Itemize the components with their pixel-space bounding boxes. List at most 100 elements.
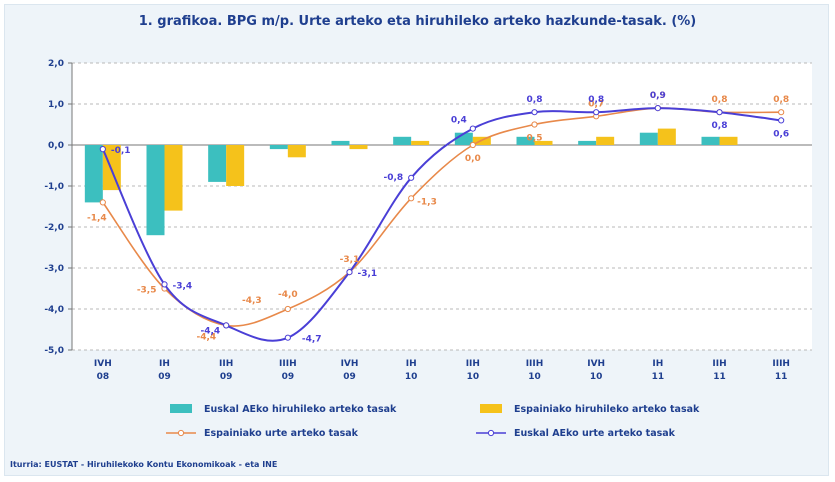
x-tick-label: IH [406, 359, 417, 369]
bar [164, 145, 183, 211]
legend-label: Euskal AEko hiruhileko arteko tasak [204, 404, 397, 415]
x-tick-label: IH [652, 359, 663, 369]
y-tick-label: 1,0 [48, 100, 64, 110]
data-label: 0,9 [650, 91, 666, 101]
line-point [531, 121, 538, 128]
chart-source: Iturria: EUSTAT - Hiruhilekoko Kontu Eko… [10, 460, 278, 469]
line-point [778, 117, 785, 124]
data-label: -4,7 [302, 335, 322, 345]
x-tick-label: 09 [343, 372, 356, 382]
bar [146, 145, 165, 236]
line-point [99, 146, 106, 153]
x-tick-label: 10 [590, 372, 603, 382]
y-tick-label: 2,0 [48, 59, 64, 69]
data-label: 0,8 [773, 95, 789, 105]
line-point [654, 105, 661, 112]
line-point [223, 322, 230, 329]
line-point [99, 199, 106, 206]
line-point [716, 109, 723, 116]
data-label: -3,1 [340, 255, 360, 265]
data-label: -1,4 [87, 213, 107, 223]
legend-label: Espainiako hiruhileko arteko tasak [514, 404, 700, 415]
bar [287, 145, 306, 158]
x-tick-label: 08 [97, 372, 110, 382]
x-tick-label: IIH [466, 359, 480, 369]
bar [534, 140, 553, 145]
data-label: -4,4 [196, 332, 216, 342]
line-point [778, 109, 785, 116]
bar [349, 145, 368, 150]
data-label: 0,8 [588, 95, 604, 105]
plot-area [72, 63, 812, 350]
line-point [469, 125, 476, 132]
bar [639, 132, 658, 145]
bar [208, 145, 227, 182]
data-label: 0,9 [650, 91, 666, 101]
x-tick-label: 10 [528, 372, 541, 382]
line-point [284, 305, 291, 313]
y-tick-label: 0,0 [48, 141, 64, 151]
bar [102, 145, 121, 191]
x-tick-label: 10 [405, 372, 418, 382]
x-tick-label: IIIH [279, 359, 297, 369]
x-tick-label: 10 [467, 372, 480, 382]
x-tick-label: 11 [652, 372, 665, 382]
data-label: 0,0 [465, 154, 481, 164]
data-label: -4,0 [278, 290, 298, 300]
bar [516, 136, 535, 145]
line-point [531, 109, 538, 116]
data-label: -0,1 [111, 146, 131, 156]
bar [226, 145, 245, 186]
line-point [161, 281, 168, 288]
data-label: -1,3 [417, 197, 437, 207]
bar [331, 140, 350, 145]
data-label: 0,7 [588, 99, 604, 109]
bar [701, 136, 720, 145]
legend-label: Euskal AEko urte arteko tasak [514, 428, 676, 439]
data-label: 0,4 [451, 116, 467, 126]
bar [411, 140, 430, 145]
y-tick-label: -5,0 [44, 346, 64, 356]
data-label: 0,8 [527, 95, 543, 105]
y-tick-label: -1,0 [44, 182, 64, 192]
line-point [469, 141, 476, 149]
data-label: -3,4 [173, 281, 193, 291]
data-label: 0,8 [712, 95, 728, 105]
chart-title: 1. grafikoa. BPG m/p. Urte arteko eta hi… [138, 14, 697, 29]
data-label: -4,3 [242, 296, 262, 306]
x-tick-label: 09 [282, 372, 295, 382]
x-tick-label: IH [159, 359, 170, 369]
legend-swatch [480, 404, 502, 413]
line-point [346, 269, 353, 276]
line-point [593, 109, 600, 116]
x-tick-label: 09 [158, 372, 171, 382]
bar [393, 136, 412, 145]
x-tick-label: 11 [713, 372, 726, 382]
x-tick-label: IIIH [526, 359, 544, 369]
x-tick-label: 09 [220, 372, 233, 382]
legend-label: Espainiako urte arteko tasak [204, 428, 359, 439]
bar [269, 145, 288, 150]
line-point [408, 195, 415, 202]
bar [596, 136, 615, 145]
data-label: -3,1 [358, 269, 378, 279]
line-point [408, 174, 415, 181]
data-label: 0,6 [773, 129, 789, 139]
data-label: -3,5 [137, 286, 157, 296]
data-label: 0,8 [712, 121, 728, 131]
x-tick-label: IVH [341, 359, 359, 369]
y-tick-label: -4,0 [44, 305, 64, 315]
data-label: -0,8 [383, 173, 403, 183]
x-tick-label: IIH [219, 359, 233, 369]
y-tick-label: -2,0 [44, 223, 64, 233]
y-tick-label: -3,0 [44, 264, 64, 274]
legend-swatch [177, 429, 185, 437]
x-tick-label: 11 [775, 372, 788, 382]
x-tick-label: IVH [587, 359, 605, 369]
legend-swatch [487, 429, 495, 437]
data-label: -4,4 [200, 326, 220, 336]
line-point [284, 334, 291, 341]
bar [719, 136, 738, 145]
x-tick-label: IIIH [772, 359, 790, 369]
